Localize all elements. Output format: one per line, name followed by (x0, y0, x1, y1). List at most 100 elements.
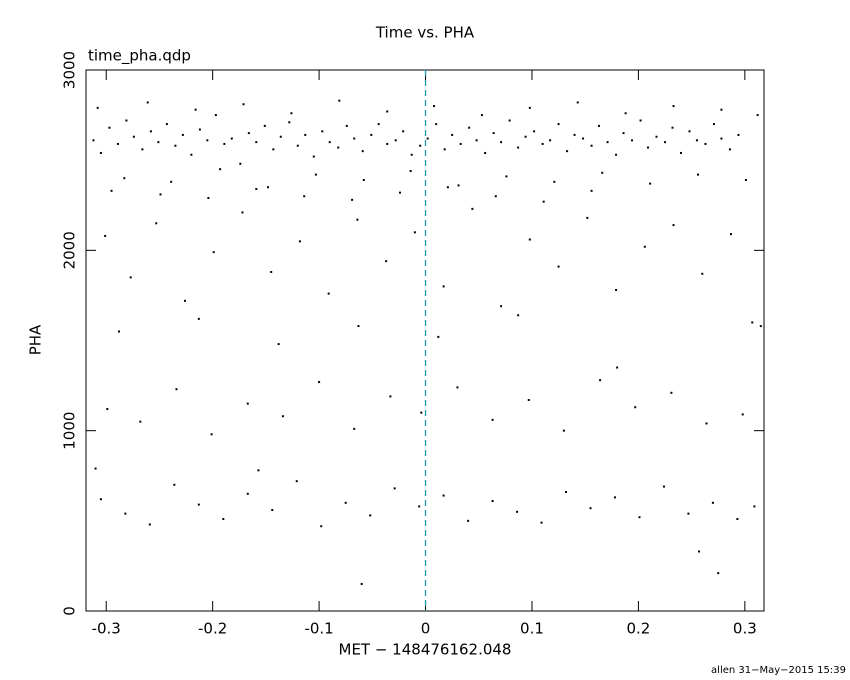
point (222, 518, 225, 521)
x-tick-label: 0 (421, 620, 431, 638)
point (270, 270, 273, 273)
point (99, 498, 102, 501)
point (705, 422, 708, 425)
point (557, 265, 560, 268)
y-axis-label: PHA (27, 324, 45, 355)
point (255, 141, 258, 144)
point (298, 240, 301, 243)
point (370, 133, 373, 136)
point (402, 130, 405, 133)
point (257, 469, 260, 472)
point (106, 408, 109, 411)
point (139, 420, 142, 423)
point (720, 108, 723, 111)
point (321, 130, 324, 133)
point (435, 123, 438, 126)
point (123, 177, 126, 180)
point (409, 169, 412, 172)
point (271, 509, 274, 512)
point (129, 276, 132, 279)
point (589, 507, 592, 510)
point (524, 135, 527, 138)
x-tick-label: -0.1 (304, 620, 333, 638)
point (717, 572, 720, 575)
point (456, 386, 459, 389)
point (751, 321, 754, 324)
point (207, 197, 210, 200)
point (664, 141, 667, 144)
point (516, 510, 519, 513)
chart-title: Time vs. PHA (375, 24, 475, 42)
point (615, 289, 618, 292)
point (281, 415, 284, 418)
point (671, 126, 674, 129)
point (290, 112, 293, 115)
point (295, 480, 298, 483)
point (613, 496, 616, 499)
point (687, 512, 690, 515)
point (377, 123, 380, 126)
point (599, 379, 602, 382)
point (360, 582, 363, 585)
point (622, 132, 625, 135)
x-tick-label: -0.2 (198, 620, 227, 638)
point (246, 402, 249, 405)
point (96, 106, 99, 109)
x-tick-label: -0.3 (92, 620, 121, 638)
point (157, 141, 160, 144)
point (279, 135, 282, 138)
point (345, 124, 348, 127)
point (116, 142, 119, 145)
point (631, 139, 634, 142)
point (491, 499, 494, 502)
point (230, 137, 233, 140)
point (418, 505, 421, 508)
point (357, 325, 360, 328)
point (304, 133, 307, 136)
point (698, 550, 701, 553)
point (451, 133, 454, 136)
point (471, 207, 474, 210)
point (528, 106, 531, 109)
point (606, 141, 609, 144)
point (643, 245, 646, 248)
point (601, 171, 604, 174)
point (356, 218, 359, 221)
point (638, 516, 641, 519)
point (210, 433, 213, 436)
point (741, 413, 744, 416)
point (672, 224, 675, 227)
point (517, 314, 520, 317)
point (639, 119, 642, 122)
point (704, 142, 707, 145)
point (108, 126, 111, 129)
point (155, 222, 158, 225)
point (533, 130, 536, 133)
y-tick-label: 0 (61, 606, 79, 616)
point (183, 299, 186, 302)
point (146, 101, 149, 104)
point (124, 512, 127, 515)
point (744, 179, 747, 182)
point (361, 150, 364, 153)
point (277, 343, 280, 346)
point (442, 494, 445, 497)
point (393, 487, 396, 490)
point (327, 292, 330, 295)
point (197, 503, 200, 506)
point (241, 211, 244, 214)
point (362, 179, 365, 182)
point (679, 151, 682, 154)
point (149, 130, 152, 133)
point (590, 144, 593, 147)
point (92, 139, 95, 142)
point (467, 519, 470, 522)
point (426, 137, 429, 140)
point (480, 114, 483, 117)
point (125, 119, 128, 122)
point (446, 186, 449, 189)
point (312, 155, 315, 158)
y-tick-label: 1000 (61, 412, 79, 450)
point (565, 490, 568, 493)
